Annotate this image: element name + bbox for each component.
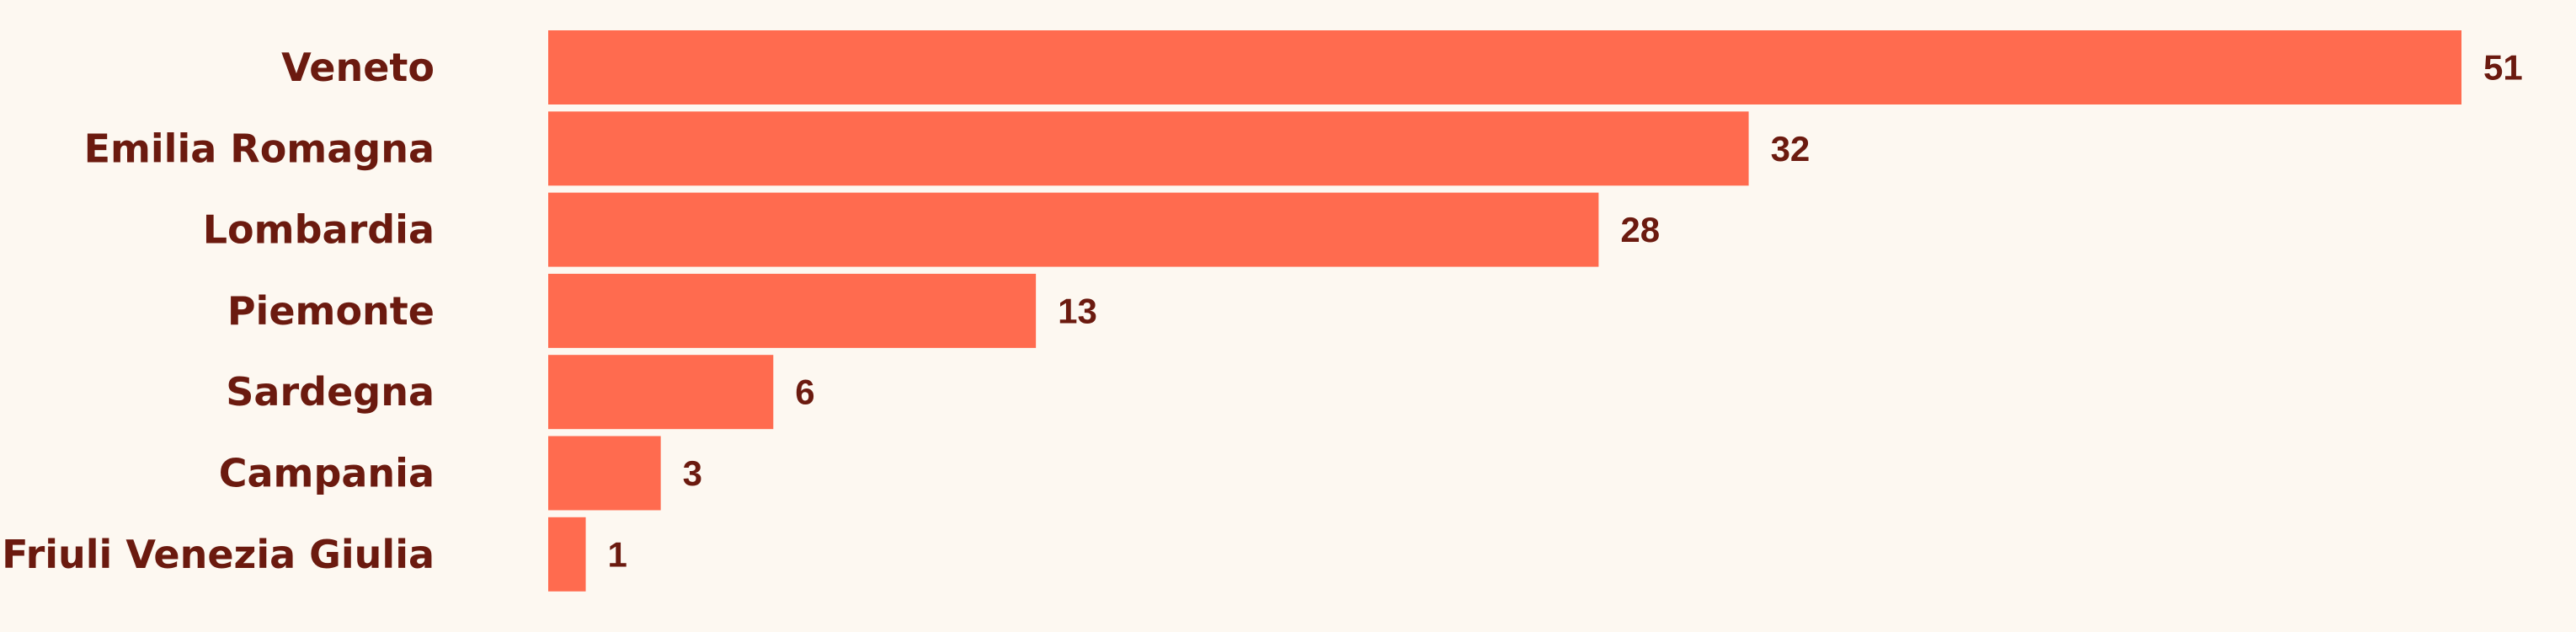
bar-piemonte (548, 273, 1037, 348)
bars-layer (548, 30, 2461, 592)
bar-lombardia (548, 192, 1599, 267)
value-label-sardegna: 6 (795, 372, 814, 412)
category-label-sardegna: Sardegna (226, 369, 435, 415)
category-label-campania: Campania (219, 451, 435, 496)
bar-emilia-romagna (548, 111, 1749, 186)
value-label-friuli-venezia-giulia: 1 (608, 534, 627, 574)
bar-friuli-venezia-giulia (548, 517, 586, 592)
category-label-emilia-romagna: Emilia Romagna (84, 126, 435, 171)
bar-sardegna (548, 355, 774, 430)
category-label-piemonte: Piemonte (227, 288, 435, 334)
category-label-friuli-venezia-giulia: Friuli Venezia Giulia (2, 532, 435, 577)
value-label-emilia-romagna: 32 (1771, 129, 1811, 169)
value-label-campania: 3 (683, 453, 702, 493)
bar-campania (548, 436, 661, 511)
category-label-lombardia: Lombardia (203, 207, 435, 253)
labels-layer: Veneto 51 Emilia Romagna 32 Lombardia 28 Piemo… (2, 45, 2523, 577)
value-label-lombardia: 28 (1620, 210, 1660, 249)
value-label-piemonte: 13 (1058, 291, 1097, 330)
category-label-veneto: Veneto (281, 45, 435, 90)
bar-veneto (548, 30, 2461, 104)
value-label-veneto: 51 (2483, 48, 2523, 88)
